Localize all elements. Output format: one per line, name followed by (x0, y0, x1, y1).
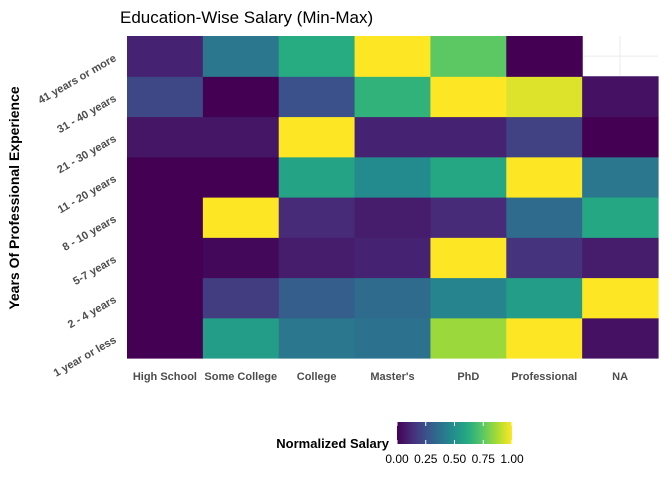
heatmap-cell (430, 317, 507, 359)
heatmap-cell (127, 76, 204, 118)
heatmap-cell (582, 277, 659, 319)
heatmap-cell (127, 156, 204, 198)
heatmap-cell (430, 156, 507, 198)
heatmap-cell (506, 317, 583, 359)
y-tick-label: 31 - 40 years (55, 93, 118, 136)
heatmap-cell (354, 197, 432, 238)
legend-tick-label: 0.25 (414, 452, 438, 466)
heatmap-cell (127, 197, 204, 238)
heatmap-cell (278, 156, 356, 198)
heatmap-cell (582, 197, 659, 238)
y-tick-label: 11 - 20 years (56, 173, 119, 216)
heatmap-cell (506, 36, 583, 77)
heatmap-cell (202, 237, 280, 279)
heatmap-cell (202, 317, 280, 359)
x-tick-label: Some College (204, 371, 277, 383)
heatmap-cell (582, 156, 659, 198)
x-tick-label: PhD (457, 371, 479, 383)
legend-colorbar (397, 422, 512, 444)
x-tick-label: NA (612, 371, 628, 383)
x-tick-label: High School (133, 371, 197, 383)
legend-title: Normalized Salary (276, 436, 389, 451)
heatmap-cell (354, 317, 432, 359)
heatmap-cell (202, 156, 280, 198)
heatmap-cell (582, 76, 659, 118)
heatmap-cell (582, 237, 659, 279)
heatmap-cell (278, 237, 356, 279)
heatmap-cells (127, 36, 659, 359)
heatmap-cell (506, 76, 583, 118)
heatmap-cell (354, 116, 432, 158)
y-tick-label: 21 - 30 years (55, 133, 118, 176)
heatmap-cell (202, 36, 280, 77)
x-tick-label: College (297, 371, 337, 383)
x-tick-labels: High School Some College College Master's Ph… (133, 371, 628, 383)
heatmap-cell (506, 277, 583, 319)
heatmap-cell (127, 237, 204, 279)
heatmap-cell (430, 76, 507, 118)
heatmap-cell (430, 116, 507, 158)
heatmap-cell (354, 237, 432, 279)
y-tick-label: 2 - 4 years (66, 294, 119, 331)
heatmap-cell (202, 76, 280, 118)
heatmap-cell (278, 116, 356, 158)
heatmap-cell (278, 76, 356, 118)
legend-tick-label: 0.50 (443, 452, 467, 466)
x-tick-label: Master's (370, 371, 414, 383)
y-axis-label: Years Of Professional Experience (6, 86, 22, 310)
heatmap-cell (582, 317, 659, 359)
y-tick-label: 1 year or less (52, 334, 119, 380)
heatmap-cell (127, 317, 204, 359)
heatmap-cell (430, 36, 507, 77)
heatmap-cell (202, 116, 280, 158)
heatmap-cell (430, 197, 507, 238)
heatmap-cell (430, 237, 507, 279)
heatmap-cell (506, 197, 583, 238)
heatmap-cell (278, 317, 356, 359)
heatmap-cell (127, 277, 204, 319)
legend-tick-label: 0.00 (385, 452, 409, 466)
heatmap-cell (354, 277, 432, 319)
heatmap-cell (430, 277, 507, 319)
legend-tick-label: 1.00 (500, 452, 524, 466)
heatmap-cell (506, 156, 583, 198)
heatmap-cell (278, 277, 356, 319)
heatmap-cell (354, 156, 432, 198)
heatmap-cell (127, 36, 204, 77)
heatmap-cell (202, 197, 280, 238)
heatmap-cell (278, 197, 356, 238)
heatmap-cell (506, 237, 583, 279)
y-tick-label: 5-7 years (71, 254, 118, 288)
heatmap-cell (582, 116, 659, 158)
heatmap-cell (506, 116, 583, 158)
legend: Normalized Salary 0.00 0.25 0.50 0.75 1.00 (276, 422, 524, 466)
legend-tick-label: 0.75 (472, 452, 496, 466)
chart-title: Education-Wise Salary (Min-Max) (120, 8, 373, 27)
heatmap-cell (354, 76, 432, 118)
x-tick-label: Professional (511, 371, 577, 383)
heatmap-cell (278, 36, 356, 77)
heatmap-cell (127, 116, 204, 158)
heatmap-cell (202, 277, 280, 319)
y-tick-label: 8 - 10 years (61, 213, 119, 253)
heatmap-cell (354, 36, 432, 77)
